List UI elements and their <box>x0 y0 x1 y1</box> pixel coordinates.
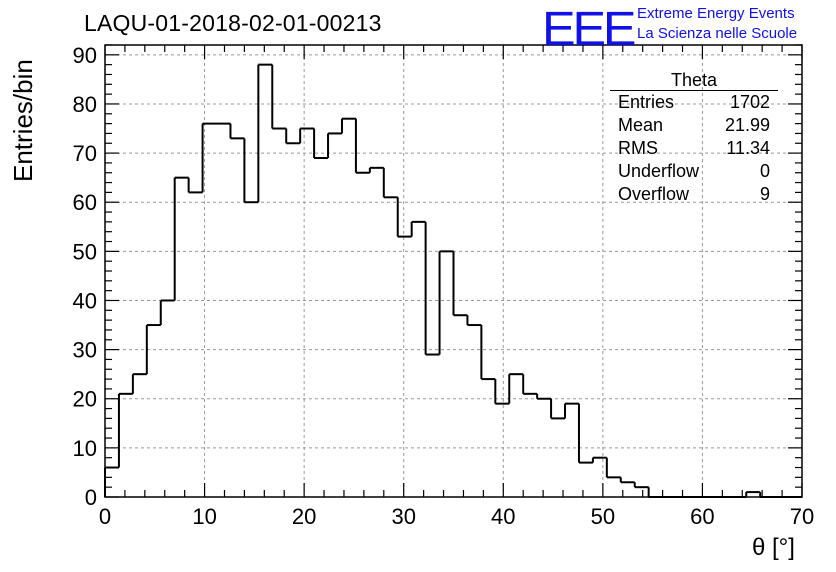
stats-label: Mean <box>618 115 664 135</box>
y-tick-label: 90 <box>73 43 97 68</box>
y-tick-label: 50 <box>73 239 97 264</box>
x-axis-label: θ [°] <box>752 534 795 561</box>
stats-label: Overflow <box>618 184 690 204</box>
logo-line-1: Extreme Energy Events <box>637 5 795 22</box>
stats-box: Theta Entries 1702 Mean 21.99 RMS 11.34 … <box>610 70 778 206</box>
logo-line-2: La Scienza nelle Scuole <box>637 25 798 42</box>
stats-value: 11.34 <box>726 138 770 158</box>
chart-title: LAQU-01-2018-02-01-00213 <box>84 10 382 36</box>
x-tick-label: 60 <box>690 504 714 529</box>
y-tick-label: 60 <box>73 190 97 215</box>
eee-logo-mark: EEE <box>542 3 637 56</box>
stats-row-entries: Entries 1702 <box>610 91 778 114</box>
stats-value: 1702 <box>729 92 770 112</box>
stats-row-mean: Mean 21.99 <box>610 114 778 137</box>
x-tick-label: 30 <box>391 504 415 529</box>
stats-value: 0 <box>759 161 770 181</box>
y-tick-label: 70 <box>73 141 97 166</box>
stats-row-overflow: Overflow 9 <box>610 183 778 206</box>
y-tick-label: 10 <box>73 436 97 461</box>
y-axis-label: Entries/bin <box>8 59 38 182</box>
x-tick-label: 50 <box>591 504 615 529</box>
x-tick-label: 0 <box>99 504 111 529</box>
histogram-series <box>104 63 802 498</box>
y-tick-label: 0 <box>85 485 97 510</box>
stats-value: 21.99 <box>724 115 770 135</box>
y-tick-label: 20 <box>73 387 97 412</box>
stats-label: RMS <box>618 138 658 158</box>
y-tick-label: 30 <box>73 338 97 363</box>
stats-label: Entries <box>618 92 675 112</box>
x-tick-label: 20 <box>292 504 316 529</box>
stats-row-underflow: Underflow 0 <box>610 160 778 183</box>
stats-value: 9 <box>759 184 770 204</box>
x-tick-label: 10 <box>192 504 216 529</box>
y-tick-label: 80 <box>73 92 97 117</box>
x-tick-label: 70 <box>790 504 814 529</box>
stats-row-rms: RMS 11.34 <box>610 137 778 160</box>
stats-title: Theta <box>610 70 778 91</box>
y-tick-label: 40 <box>73 288 97 313</box>
stats-label: Underflow <box>618 161 700 181</box>
x-tick-label: 40 <box>491 504 515 529</box>
